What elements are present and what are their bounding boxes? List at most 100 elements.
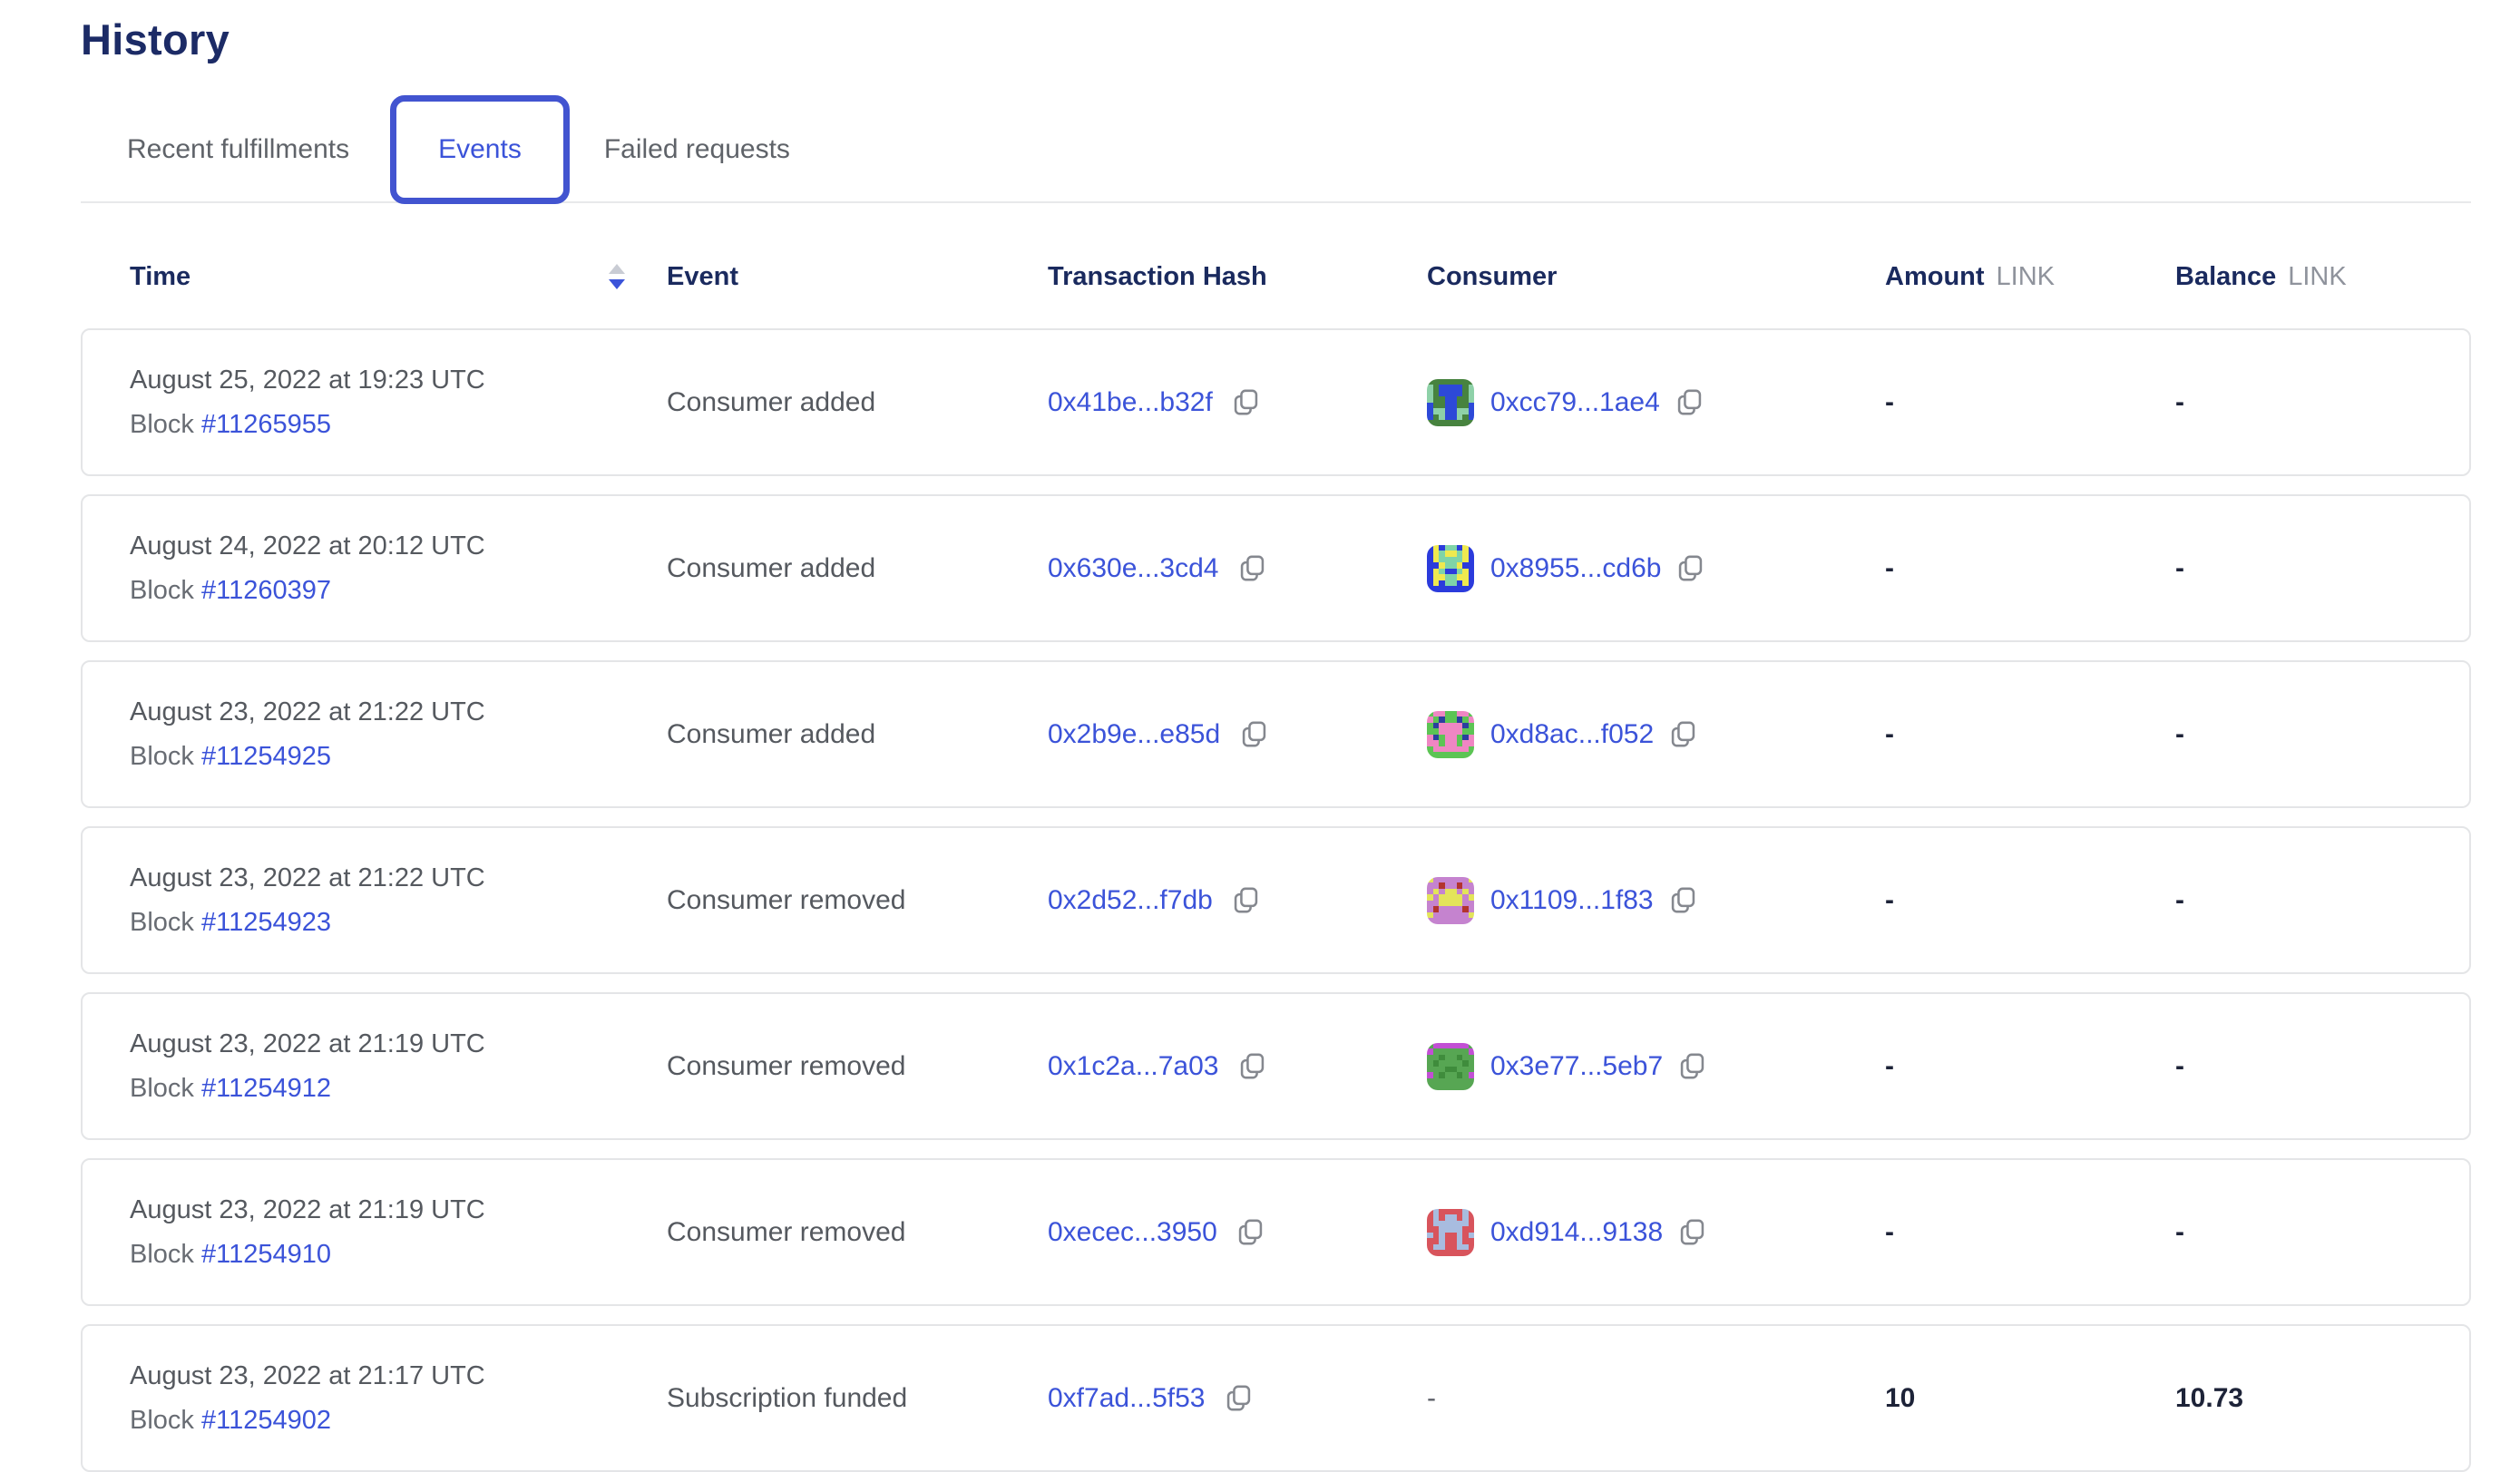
time-cell: August 24, 2022 at 20:12 UTC Block #1126… [130, 531, 667, 606]
consumer-identicon [1427, 1208, 1474, 1256]
tab-recent-fulfillments[interactable]: Recent fulfillments [127, 89, 349, 210]
tab-events[interactable]: Events [390, 95, 570, 204]
balance-value: - [2175, 1216, 2184, 1247]
sort-indicator[interactable] [609, 264, 625, 289]
consumer-identicon [1427, 1042, 1474, 1090]
events-table-body: August 25, 2022 at 19:23 UTC Block #1126… [81, 328, 2471, 1472]
tab-failed-requests-label: Failed requests [603, 134, 790, 164]
row-block: Block #11265955 [130, 410, 667, 440]
copy-icon [1671, 721, 1695, 747]
copy-transaction-hash-button[interactable] [1237, 1051, 1267, 1081]
consumer-address-link[interactable]: 0xd8ac...f052 [1490, 718, 1655, 749]
history-page: History Recent fulfillments Events Faile… [0, 15, 2520, 1472]
column-header-event: Event [667, 261, 738, 291]
consumer-address-link[interactable]: 0x8955...cd6b [1490, 552, 1662, 583]
tab-failed-requests[interactable]: Failed requests [604, 89, 790, 210]
consumer-identicon [1427, 544, 1474, 592]
transaction-hash-link[interactable]: 0x41be...b32f [1048, 386, 1213, 417]
row-timestamp: August 23, 2022 at 21:22 UTC [130, 697, 485, 726]
copy-consumer-address-button[interactable] [1675, 553, 1705, 583]
row-timestamp: August 23, 2022 at 21:17 UTC [130, 1360, 485, 1390]
row-timestamp: August 23, 2022 at 21:19 UTC [130, 1194, 485, 1224]
transaction-hash-link[interactable]: 0xecec...3950 [1048, 1216, 1217, 1247]
copy-consumer-address-button[interactable] [1668, 719, 1698, 749]
transaction-hash-link[interactable]: 0x2b9e...e85d [1048, 718, 1221, 749]
column-header-amount: Amount LINK [1885, 262, 2175, 292]
copy-transaction-hash-button[interactable] [1231, 885, 1261, 915]
event-type: Consumer added [667, 386, 876, 417]
block-number-link[interactable]: #11254923 [200, 907, 331, 937]
block-label: Block [130, 1073, 194, 1103]
copy-consumer-address-button[interactable] [1675, 387, 1704, 417]
block-label: Block [130, 409, 194, 439]
time-cell: August 25, 2022 at 19:23 UTC Block #1126… [130, 366, 667, 440]
block-label: Block [130, 907, 194, 937]
block-number-link[interactable]: #11254902 [200, 1405, 331, 1435]
consumer-identicon [1427, 378, 1474, 426]
row-timestamp: August 23, 2022 at 21:19 UTC [130, 1028, 485, 1058]
consumer-address-link[interactable]: 0xd914...9138 [1490, 1216, 1664, 1247]
block-number-link[interactable]: #11260397 [200, 575, 331, 605]
consumer-address-link[interactable]: 0xcc79...1ae4 [1490, 386, 1660, 417]
copy-transaction-hash-button[interactable] [1236, 1217, 1265, 1247]
table-row: August 23, 2022 at 21:17 UTC Block #1125… [81, 1324, 2471, 1472]
column-header-time[interactable]: Time [130, 262, 667, 292]
copy-consumer-address-button[interactable] [1677, 1217, 1707, 1247]
consumer-cell: 0xcc79...1ae4 [1427, 378, 1885, 426]
table-row: August 25, 2022 at 19:23 UTC Block #1126… [81, 328, 2471, 476]
copy-icon [1671, 887, 1695, 913]
row-block: Block #11254910 [130, 1240, 667, 1270]
tab-events-label: Events [438, 134, 522, 164]
consumer-identicon [1427, 710, 1474, 758]
transaction-hash-link[interactable]: 0x630e...3cd4 [1048, 552, 1219, 583]
event-type: Consumer added [667, 552, 876, 583]
amount-value: - [1885, 718, 1894, 749]
copy-transaction-hash-button[interactable] [1231, 387, 1261, 417]
copy-consumer-address-button[interactable] [1677, 1051, 1707, 1081]
copy-icon [1680, 1053, 1704, 1079]
block-label: Block [130, 1405, 194, 1435]
balance-unit-label: LINK [2288, 261, 2347, 291]
copy-consumer-address-button[interactable] [1668, 885, 1698, 915]
transaction-hash-cell: 0xf7ad...5f53 [1048, 1383, 1427, 1414]
time-cell: August 23, 2022 at 21:22 UTC Block #1125… [130, 863, 667, 938]
consumer-cell: 0x3e77...5eb7 [1427, 1042, 1885, 1090]
transaction-hash-link[interactable]: 0x2d52...f7db [1048, 884, 1213, 915]
table-row: August 23, 2022 at 21:19 UTC Block #1125… [81, 1158, 2471, 1306]
transaction-hash-cell: 0x41be...b32f [1048, 387, 1427, 418]
transaction-hash-link[interactable]: 0x1c2a...7a03 [1048, 1050, 1219, 1081]
row-block: Block #11254923 [130, 908, 667, 938]
transaction-hash-cell: 0x630e...3cd4 [1048, 553, 1427, 584]
block-number-link[interactable]: #11254910 [200, 1239, 331, 1269]
table-row: August 24, 2022 at 20:12 UTC Block #1126… [81, 494, 2471, 642]
copy-transaction-hash-button[interactable] [1237, 553, 1267, 583]
copy-icon [1226, 1385, 1251, 1410]
transaction-hash-cell: 0x1c2a...7a03 [1048, 1051, 1427, 1082]
block-label: Block [130, 1239, 194, 1269]
amount-value: - [1885, 552, 1894, 583]
event-type: Consumer added [667, 718, 876, 749]
column-header-balance-label: Balance [2175, 261, 2277, 291]
table-row: August 23, 2022 at 21:19 UTC Block #1125… [81, 992, 2471, 1140]
row-block: Block #11254912 [130, 1074, 667, 1104]
amount-value: - [1885, 386, 1894, 417]
block-label: Block [130, 575, 194, 605]
transaction-hash-link[interactable]: 0xf7ad...5f53 [1048, 1382, 1206, 1413]
column-header-transaction-hash: Transaction Hash [1048, 261, 1267, 291]
sort-desc-icon [609, 279, 625, 289]
event-type: Consumer removed [667, 1050, 906, 1081]
tab-bar: Recent fulfillments Events Failed reques… [81, 89, 2471, 210]
table-row: August 23, 2022 at 21:22 UTC Block #1125… [81, 826, 2471, 974]
table-row: August 23, 2022 at 21:22 UTC Block #1125… [81, 660, 2471, 808]
balance-value: - [2175, 386, 2184, 417]
row-block: Block #11260397 [130, 576, 667, 606]
copy-icon [1242, 721, 1265, 746]
block-label: Block [130, 741, 194, 771]
consumer-address-link[interactable]: 0x3e77...5eb7 [1490, 1050, 1664, 1081]
copy-transaction-hash-button[interactable] [1224, 1383, 1254, 1413]
block-number-link[interactable]: #11254912 [200, 1073, 331, 1103]
block-number-link[interactable]: #11265955 [200, 409, 331, 439]
block-number-link[interactable]: #11254925 [200, 741, 331, 771]
copy-transaction-hash-button[interactable] [1239, 719, 1269, 749]
consumer-address-link[interactable]: 0x1109...1f83 [1490, 884, 1654, 915]
